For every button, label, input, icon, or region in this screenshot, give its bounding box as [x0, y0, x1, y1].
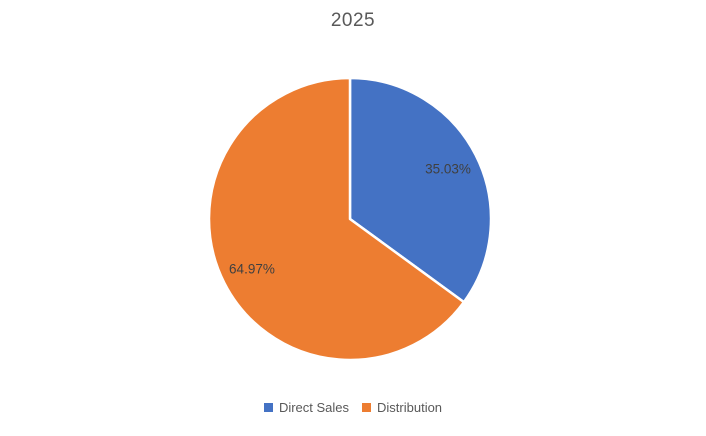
- chart-title: 2025: [330, 10, 376, 31]
- data-label-direct-sales: 35.03%: [425, 162, 471, 177]
- pie-slice-direct-sales: [348, 76, 493, 304]
- pie-slice-distribution: [207, 76, 466, 362]
- legend-item-distribution: Distribution: [362, 400, 442, 415]
- data-label-distribution: 64.97%: [229, 261, 275, 276]
- legend-label-distribution: Distribution: [377, 400, 443, 415]
- legend-swatch-distribution-icon: [362, 403, 372, 412]
- legend-swatch-direct-sales-icon: [263, 403, 273, 412]
- legend-item-direct-sales: Direct Sales: [263, 400, 350, 415]
- legend-label-direct-sales: Direct Sales: [278, 400, 350, 415]
- legend: Direct Sales Distribution: [0, 400, 706, 415]
